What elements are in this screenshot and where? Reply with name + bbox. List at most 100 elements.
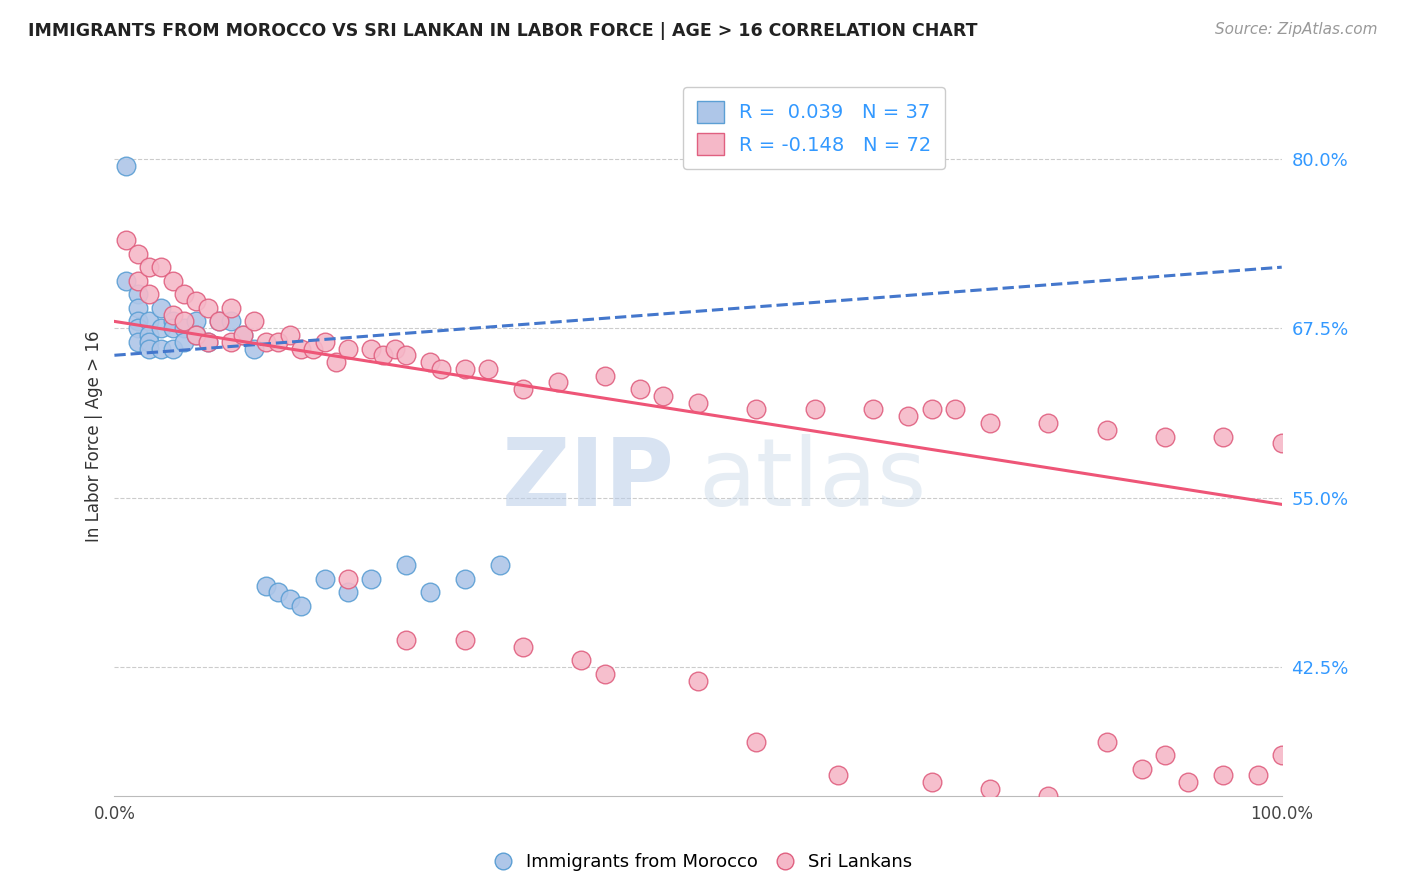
Point: [745, 402, 768, 417]
Point: [115, 274, 138, 288]
Point: [686, 395, 709, 409]
Point: [371, 348, 394, 362]
Point: [150, 301, 173, 315]
Text: IMMIGRANTS FROM MOROCCO VS SRI LANKAN IN LABOR FORCE | AGE > 16 CORRELATION CHAR: IMMIGRANTS FROM MOROCCO VS SRI LANKAN IN…: [28, 22, 977, 40]
Point: [1038, 789, 1060, 803]
Point: [127, 246, 149, 260]
Point: [512, 382, 534, 396]
Point: [1130, 762, 1153, 776]
Point: [267, 585, 290, 599]
Point: [336, 585, 359, 599]
Point: [162, 274, 184, 288]
Point: [302, 342, 325, 356]
Y-axis label: In Labor Force | Age > 16: In Labor Force | Age > 16: [86, 331, 103, 542]
Point: [115, 233, 138, 247]
Point: [593, 368, 616, 383]
Point: [184, 328, 207, 343]
Point: [254, 334, 277, 349]
Point: [254, 579, 277, 593]
Point: [325, 355, 347, 369]
Point: [162, 342, 184, 356]
Point: [1212, 429, 1234, 443]
Point: [686, 673, 709, 688]
Point: [314, 572, 336, 586]
Point: [360, 342, 382, 356]
Point: [512, 640, 534, 654]
Point: [384, 342, 406, 356]
Point: [862, 402, 884, 417]
Text: Source: ZipAtlas.com: Source: ZipAtlas.com: [1215, 22, 1378, 37]
Point: [395, 348, 418, 362]
Point: [197, 334, 219, 349]
Point: [453, 361, 475, 376]
Point: [138, 314, 160, 328]
Point: [278, 328, 301, 343]
Point: [1212, 768, 1234, 782]
Point: [150, 321, 173, 335]
Point: [1154, 748, 1177, 763]
Point: [243, 342, 266, 356]
Point: [162, 321, 184, 335]
Point: [162, 308, 184, 322]
Point: [336, 572, 359, 586]
Point: [173, 314, 195, 328]
Point: [197, 301, 219, 315]
Point: [569, 653, 592, 667]
Point: [173, 334, 195, 349]
Point: [628, 382, 651, 396]
Point: [652, 389, 675, 403]
Point: [943, 402, 966, 417]
Point: [419, 355, 441, 369]
Point: [488, 558, 510, 573]
Point: [314, 334, 336, 349]
Point: [290, 599, 312, 613]
Point: [162, 314, 184, 328]
Point: [278, 592, 301, 607]
Point: [173, 321, 195, 335]
Point: [395, 632, 418, 647]
Text: atlas: atlas: [697, 434, 927, 525]
Point: [897, 409, 920, 424]
Point: [1247, 768, 1270, 782]
Point: [593, 666, 616, 681]
Point: [979, 782, 1001, 797]
Point: [1095, 423, 1118, 437]
Point: [127, 314, 149, 328]
Point: [1177, 775, 1199, 789]
Legend: R =  0.039   N = 37, R = -0.148   N = 72: R = 0.039 N = 37, R = -0.148 N = 72: [683, 87, 945, 169]
Point: [1095, 734, 1118, 748]
Point: [138, 260, 160, 275]
Point: [138, 334, 160, 349]
Point: [127, 274, 149, 288]
Point: [138, 342, 160, 356]
Point: [360, 572, 382, 586]
Point: [127, 287, 149, 301]
Point: [430, 361, 453, 376]
Point: [150, 260, 173, 275]
Point: [921, 402, 943, 417]
Point: [219, 301, 242, 315]
Point: [267, 334, 290, 349]
Point: [453, 632, 475, 647]
Point: [1038, 416, 1060, 430]
Point: [745, 734, 768, 748]
Point: [208, 314, 231, 328]
Point: [290, 342, 312, 356]
Point: [150, 342, 173, 356]
Point: [1271, 748, 1294, 763]
Text: ZIP: ZIP: [502, 434, 675, 525]
Legend: Immigrants from Morocco, Sri Lankans: Immigrants from Morocco, Sri Lankans: [486, 847, 920, 879]
Point: [804, 402, 827, 417]
Point: [184, 314, 207, 328]
Point: [115, 159, 138, 173]
Point: [243, 314, 266, 328]
Point: [219, 334, 242, 349]
Point: [138, 287, 160, 301]
Point: [921, 775, 943, 789]
Point: [336, 342, 359, 356]
Point: [979, 416, 1001, 430]
Point: [1271, 436, 1294, 450]
Point: [1154, 429, 1177, 443]
Point: [184, 328, 207, 343]
Point: [173, 287, 195, 301]
